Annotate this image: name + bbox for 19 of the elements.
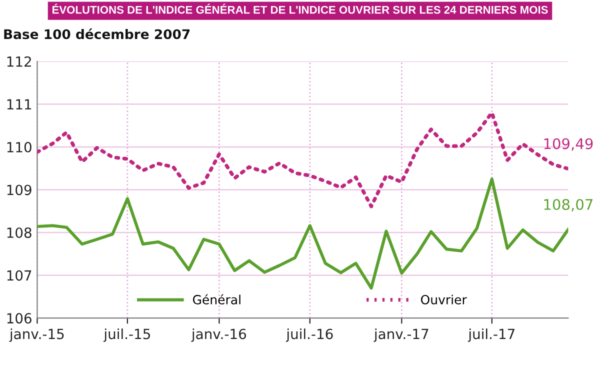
y-tick-label: 107 (7, 270, 32, 281)
x-tick-label: janv.-17 (374, 328, 428, 342)
chart-subtitle: Base 100 décembre 2007 (4, 28, 190, 40)
legend-label: Ouvrier (420, 294, 467, 304)
y-tick-label: 106 (7, 313, 32, 324)
y-tick-label: 109 (7, 184, 32, 196)
x-tick-label: juil.-15 (103, 328, 150, 342)
y-tick-label: 108 (7, 227, 32, 238)
x-tick-label: janv.-15 (9, 328, 64, 342)
data-label: 109,49 (544, 138, 593, 151)
x-tick-label: janv.-16 (191, 328, 246, 342)
y-tick-label: 111 (7, 99, 32, 110)
x-tick-label: juil.-17 (468, 328, 514, 342)
y-tick-label: 112 (7, 56, 31, 67)
data-label: 108,07 (544, 198, 592, 212)
legend-label: Général (192, 294, 240, 304)
chart-title: ÉVOLUTIONS DE L'INDICE GÉNÉRAL ET DE L'INDICE OUVRIER SUR LES 24 DERNIERS MOIS (52, 4, 548, 14)
y-tick-label: 110 (7, 142, 32, 152)
x-tick-label: juil.-16 (286, 328, 333, 342)
